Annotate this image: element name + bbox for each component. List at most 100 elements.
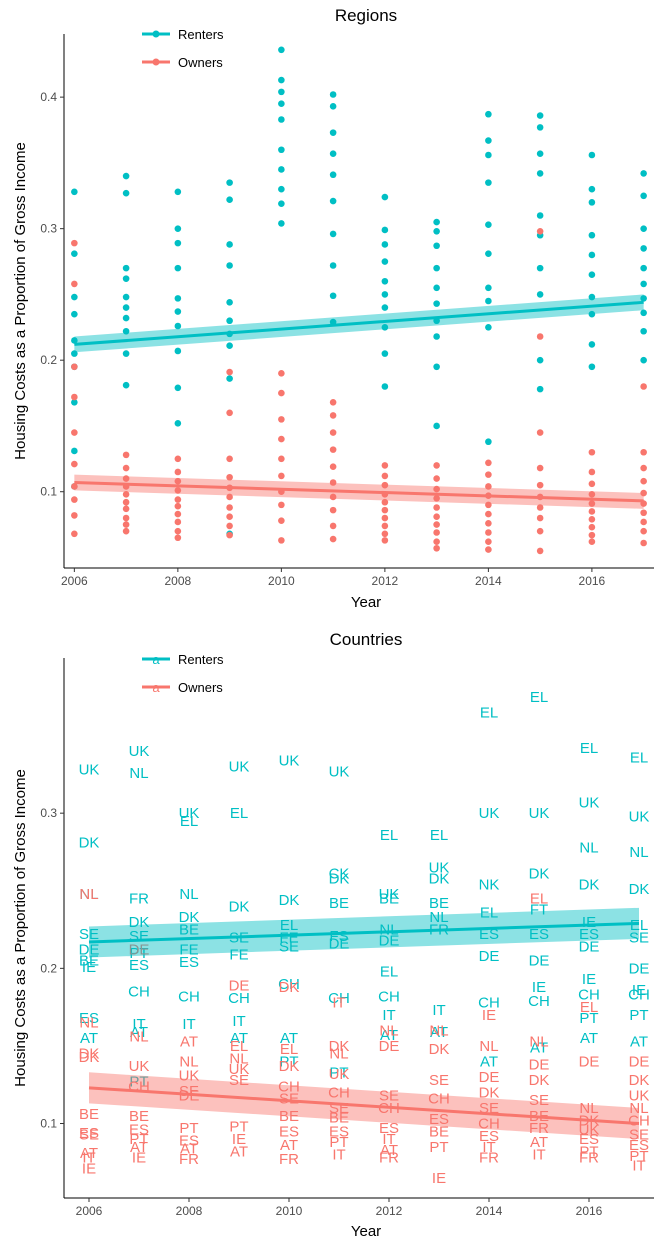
data-point-renters: [329, 150, 337, 157]
data-point-owners: [122, 475, 130, 482]
data-point-renters: [278, 220, 285, 227]
country-label-renters: EL: [280, 917, 298, 934]
country-label-owners: ES: [279, 1123, 299, 1140]
country-label-renters: FE: [229, 946, 248, 963]
country-label-owners: ES: [479, 1128, 499, 1145]
country-label-owners: DK: [79, 1046, 100, 1063]
legend-label-renters: Renters: [178, 652, 224, 667]
country-label-renters: CK: [329, 866, 350, 883]
data-point-renters: [278, 166, 285, 173]
country-label-owners: BE: [429, 1123, 449, 1140]
data-point-renters: [174, 188, 182, 196]
country-label-renters: EL: [380, 963, 398, 980]
data-point-owners: [226, 513, 233, 521]
x-tick-label: 2012: [372, 574, 399, 588]
data-point-owners: [485, 510, 492, 518]
country-label-renters: DK: [429, 870, 450, 887]
data-point-owners: [433, 475, 440, 482]
data-point-owners: [433, 494, 440, 502]
data-point-owners: [381, 481, 389, 489]
data-point-renters: [640, 327, 647, 335]
country-label-owners: SE: [279, 1091, 299, 1108]
country-label-renters: UK: [629, 808, 650, 825]
country-label-owners: DE: [479, 1069, 500, 1086]
country-label-owners: AT: [80, 1145, 98, 1162]
country-label-renters: ES: [479, 926, 499, 943]
chart-title: Regions: [335, 6, 397, 25]
data-point-owners: [381, 462, 389, 469]
trend-line-renters: [74, 300, 644, 346]
country-label-renters: SE: [79, 926, 99, 943]
data-point-owners: [381, 472, 389, 480]
country-label-owners: UK: [129, 1058, 150, 1075]
country-label-renters: AT: [380, 1027, 398, 1044]
data-point-owners: [278, 370, 285, 377]
country-label-owners: NL: [329, 1046, 348, 1063]
country-label-renters: EL: [480, 904, 498, 921]
country-label-renters: DK: [579, 877, 600, 894]
data-point-owners: [329, 493, 337, 501]
country-label-owners: SE: [429, 1072, 449, 1089]
country-label-owners: IE: [82, 1161, 96, 1178]
data-point-owners: [278, 435, 285, 443]
x-axis-title: Year: [351, 1223, 381, 1240]
country-label-renters: IE: [632, 982, 646, 999]
legend-label-owners: Owners: [178, 55, 223, 70]
data-point-renters: [433, 284, 440, 292]
country-label-renters: EL: [530, 689, 548, 706]
y-tick-label: 0.3: [40, 222, 57, 236]
data-point-owners: [588, 538, 596, 545]
data-point-renters: [226, 317, 233, 325]
country-label-owners: FR: [179, 1151, 199, 1168]
country-label-owners: NL: [629, 1100, 648, 1117]
data-point-renters: [640, 264, 647, 272]
data-point-owners: [485, 501, 492, 509]
country-label-renters: CH: [628, 987, 650, 1004]
data-point-owners: [536, 481, 544, 489]
country-label-owners: DE: [129, 942, 150, 959]
country-label-renters: CH: [228, 990, 250, 1007]
plot-area: UKDKNLSEDEBEIEESATUKNLFRDKSEPTESCHITATPT…: [79, 689, 650, 1187]
data-point-owners: [485, 546, 492, 553]
country-label-owners: NL: [129, 1029, 148, 1046]
data-point-renters: [122, 293, 130, 301]
country-label-renters: CH: [478, 994, 500, 1011]
data-point-owners: [174, 487, 182, 494]
country-label-renters: DE: [479, 948, 500, 965]
data-point-owners: [122, 521, 130, 528]
data-point-renters: [640, 356, 647, 364]
y-tick-label: 0.2: [40, 961, 57, 975]
country-label-owners: AT: [230, 1143, 248, 1160]
country-label-renters: DK: [529, 866, 550, 883]
country-label-renters: IE: [532, 979, 546, 996]
data-point-owners: [433, 504, 440, 511]
country-label-renters: EL: [630, 749, 648, 766]
data-point-renters: [329, 262, 337, 269]
data-point-owners: [588, 531, 596, 539]
data-point-renters: [174, 322, 182, 330]
country-label-renters: UK: [529, 805, 550, 822]
country-label-owners: DE: [379, 1038, 400, 1055]
country-label-renters: BE: [379, 891, 399, 908]
country-label-renters: SE: [279, 939, 299, 956]
data-point-renters: [433, 300, 440, 307]
data-point-renters: [226, 342, 233, 350]
data-point-owners: [174, 468, 182, 476]
data-point-renters: [588, 363, 596, 371]
data-point-renters: [485, 110, 492, 118]
data-point-owners: [226, 473, 233, 481]
data-point-owners: [640, 448, 647, 456]
data-point-owners: [71, 363, 78, 371]
country-label-owners: PT: [579, 1143, 598, 1160]
data-point-owners: [433, 462, 440, 469]
data-point-renters: [640, 280, 647, 288]
country-label-renters: ES: [179, 954, 199, 971]
y-axis-ticks: 0.1 0.2 0.3 0.4: [40, 90, 64, 499]
country-label-owners: UK: [179, 1067, 200, 1084]
data-point-renters: [640, 170, 647, 177]
data-point-owners: [485, 483, 492, 490]
data-point-renters: [536, 291, 544, 298]
country-label-renters: ES: [129, 957, 149, 974]
data-point-owners: [329, 429, 337, 436]
data-point-owners: [640, 518, 647, 526]
